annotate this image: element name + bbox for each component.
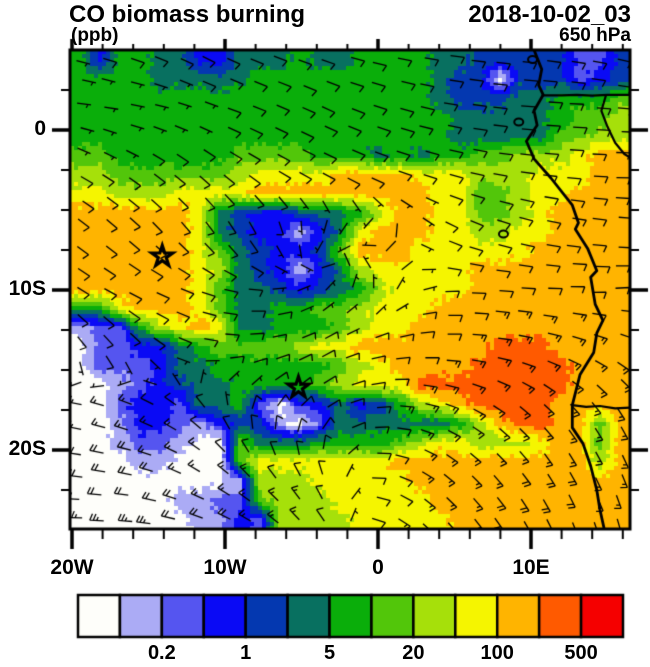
colorbar-tick-label: 20: [402, 642, 425, 664]
y-tick-label: 10S: [8, 277, 46, 300]
x-tick-label: 10W: [203, 556, 247, 579]
x-tick-label: 20W: [50, 556, 94, 579]
x-tick-label: 0: [372, 556, 384, 579]
colorbar-tick-label: 0.2: [147, 642, 176, 664]
x-tick-label: 10E: [512, 556, 550, 579]
y-tick-label: 20S: [8, 437, 46, 460]
y-tick-label: 0: [34, 117, 46, 140]
colorbar-tick-label: 100: [480, 642, 514, 664]
colorbar-tick-label: 1: [240, 642, 252, 664]
colorbar-tick-label: 500: [564, 642, 598, 664]
colorbar-tick-label: 5: [323, 642, 336, 664]
